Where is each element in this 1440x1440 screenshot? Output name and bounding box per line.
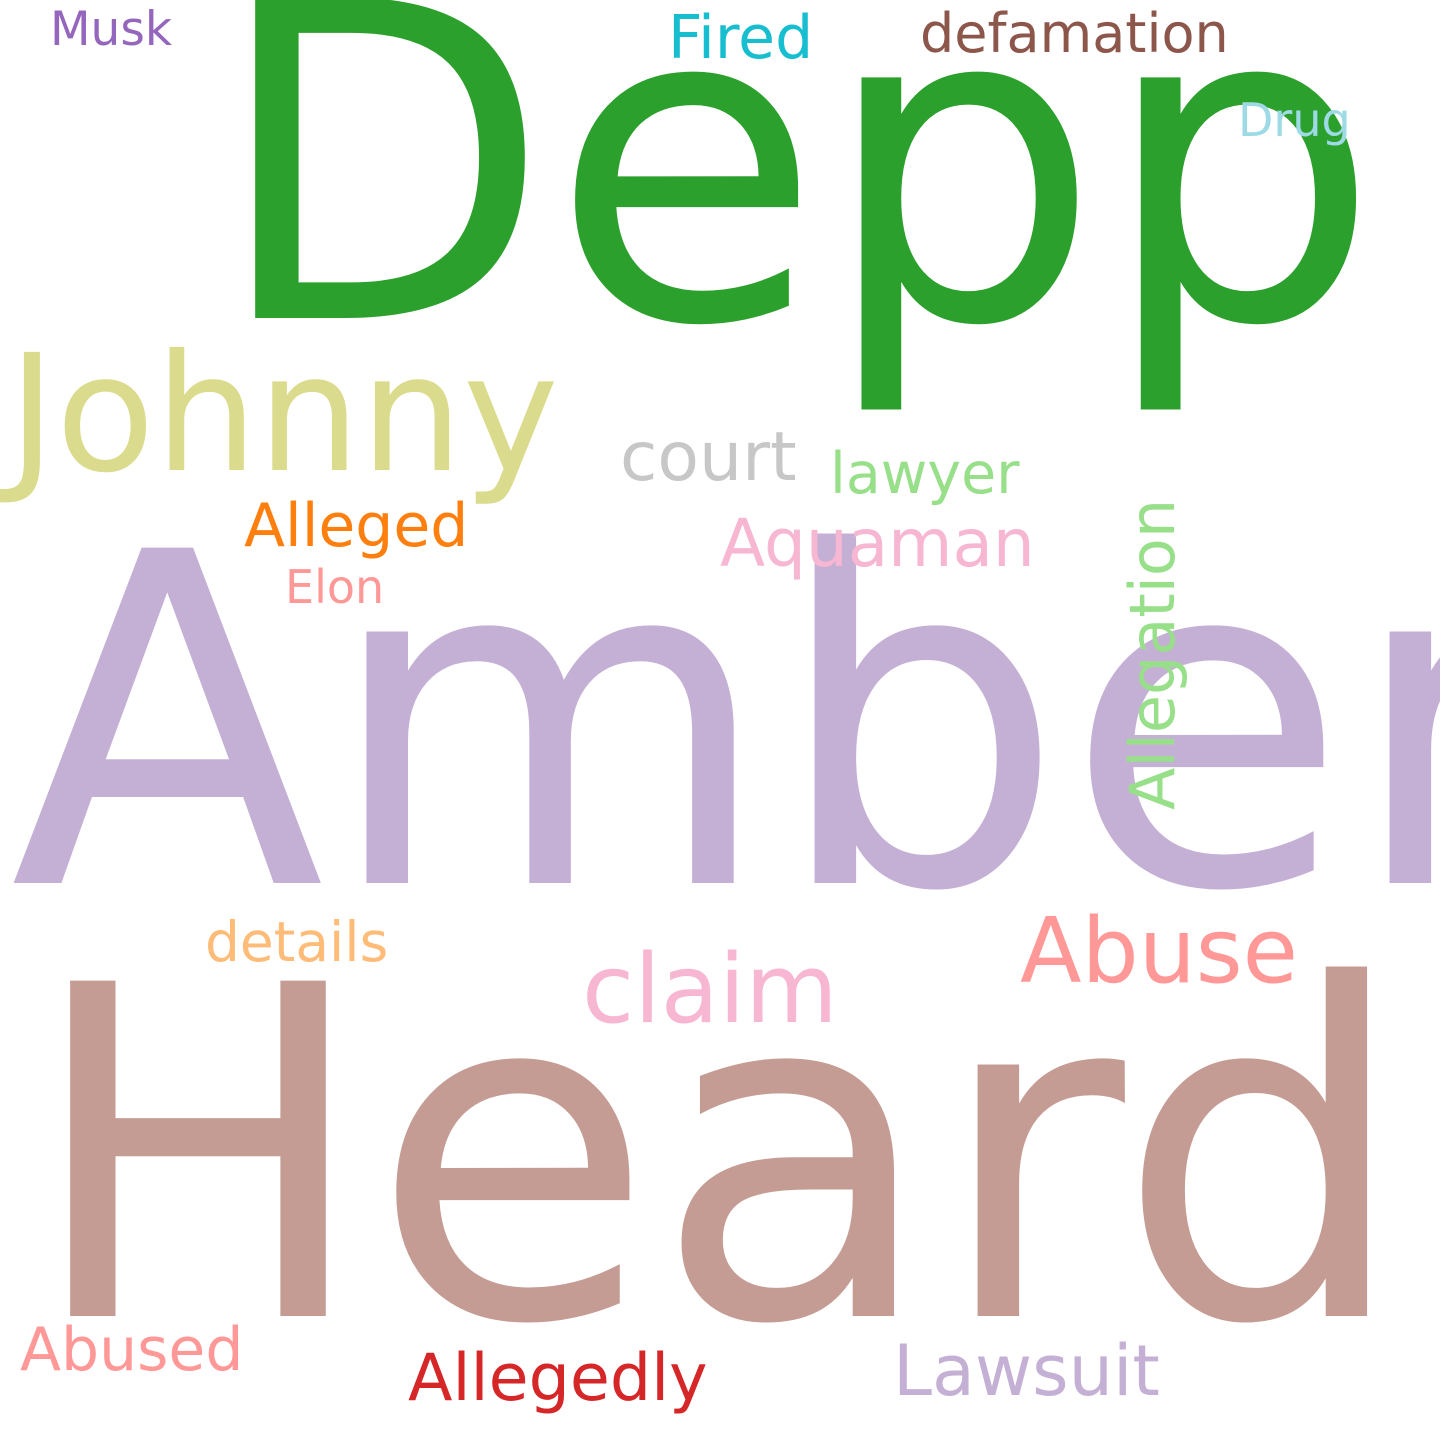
word-allegedly: Allegedly	[408, 1341, 708, 1416]
word-drug: Drug	[1238, 93, 1351, 147]
word-elon: Elon	[285, 560, 384, 614]
word-heard: Heard	[25, 890, 1409, 1425]
word-defamation: defamation	[920, 2, 1229, 65]
word-claim: claim	[582, 935, 838, 1045]
word-amber: Amber	[10, 457, 1440, 992]
word-lawsuit: Lawsuit	[893, 1330, 1160, 1412]
word-aquaman: Aquaman	[720, 505, 1035, 582]
word-johnny: Johnny	[0, 321, 559, 509]
word-fired: Fired	[668, 3, 813, 73]
word-lawyer: lawyer	[830, 441, 1020, 507]
word-allegation: Allegation	[1116, 499, 1189, 810]
word-musk: Musk	[50, 2, 173, 57]
word-abuse: Abuse	[1020, 899, 1298, 1004]
word-alleged: Alleged	[244, 491, 468, 561]
word-depp: Depp	[212, 0, 1380, 422]
word-abused: Abused	[20, 1315, 243, 1385]
word-court: court	[620, 418, 797, 497]
word-details: details	[205, 910, 388, 974]
